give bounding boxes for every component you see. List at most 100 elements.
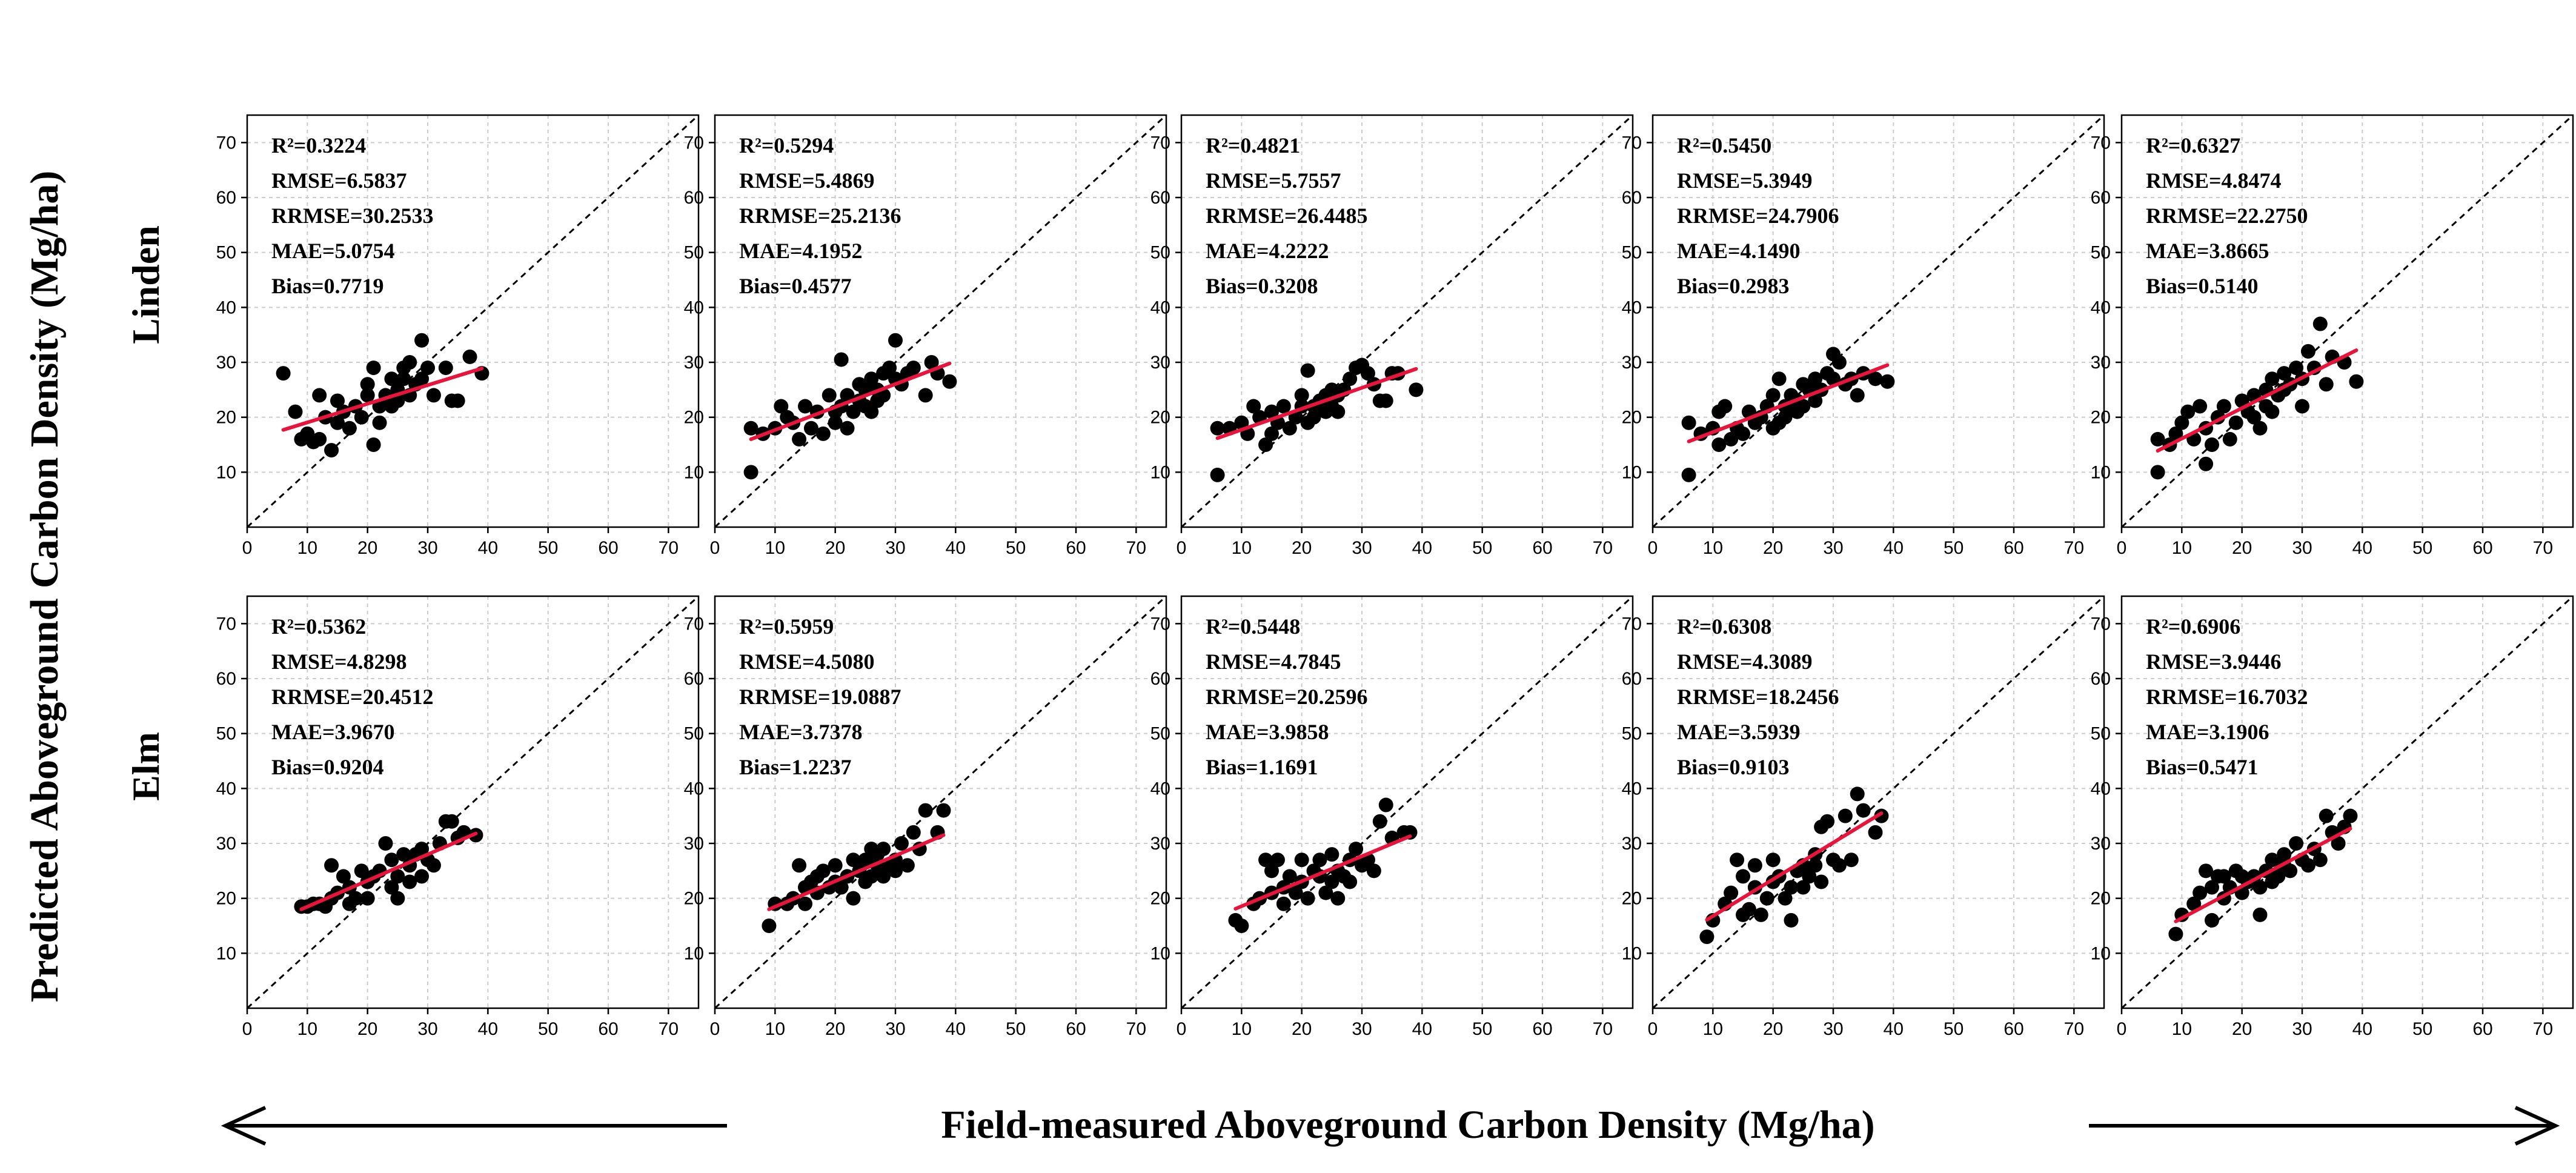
- one-to-one-line: [2120, 595, 2574, 1009]
- y-tick-label: 70: [1150, 133, 1170, 153]
- data-point: [1868, 371, 1883, 387]
- regression-line: [749, 361, 952, 441]
- data-point: [743, 465, 759, 480]
- stat-annotation: MAE=3.5939: [1677, 720, 1801, 744]
- data-point: [774, 399, 789, 414]
- stat-annotation: RRMSE=19.0887: [739, 685, 901, 709]
- data-point: [864, 404, 879, 419]
- data-point: [1880, 374, 1895, 389]
- data-point: [2246, 410, 2262, 425]
- x-tick-label: 60: [2003, 1019, 2023, 1039]
- data-point: [1378, 393, 1393, 408]
- y-tick-label: 70: [216, 614, 236, 634]
- stat-annotation: R²=0.5450: [1677, 133, 1771, 158]
- data-point: [1264, 863, 1279, 879]
- stat-annotation: R²=0.5362: [271, 614, 366, 639]
- y-axis-label: Predicted Aboveground Carbon Density (Mg…: [22, 171, 67, 1003]
- stat-annotation: RMSE=3.9446: [2146, 650, 2282, 674]
- data-point: [936, 803, 951, 818]
- data-point: [1366, 863, 1381, 879]
- x-tick-label: 30: [885, 538, 905, 558]
- data-point: [1288, 885, 1303, 900]
- data-point: [1681, 415, 1696, 430]
- y-tick-label: 60: [216, 188, 236, 208]
- data-point: [1282, 420, 1297, 436]
- x-tick-label: 70: [1126, 1019, 1146, 1039]
- data-point: [1264, 404, 1279, 419]
- data-point: [840, 388, 855, 403]
- plot-frame: [714, 114, 1167, 528]
- regression-line: [2156, 348, 2359, 453]
- data-point: [1258, 437, 1273, 452]
- y-tick-label: 30: [2091, 353, 2111, 373]
- y-tick-label: 70: [1622, 133, 1642, 153]
- data-point: [1270, 852, 1285, 868]
- plot-frame: [1651, 595, 2105, 1009]
- x-tick-label: 40: [2352, 538, 2372, 558]
- data-point: [906, 825, 921, 840]
- data-point: [1837, 808, 1853, 823]
- x-tick-label: 40: [1884, 1019, 1904, 1039]
- y-tick-label: 40: [684, 779, 704, 799]
- x-tick-label: 30: [1823, 1019, 1843, 1039]
- data-point: [798, 399, 812, 414]
- data-point: [276, 366, 291, 381]
- scatter-panel-3: 0 10 10 20 20 30 30 40 40 50 50 60 60 70 70 R²=0.4821 RM…: [1150, 114, 1634, 558]
- x-tick-label: 0: [242, 538, 253, 558]
- data-point: [414, 869, 430, 884]
- y-tick-label: 60: [1150, 669, 1170, 689]
- x-tick-label: 0: [1177, 1019, 1187, 1039]
- data-point: [1378, 797, 1393, 812]
- stat-annotation: Bias=0.4577: [739, 274, 852, 298]
- x-tick-label: 0: [710, 1019, 720, 1039]
- x-tick-label: 10: [1232, 538, 1252, 558]
- data-point: [2199, 863, 2214, 879]
- stat-annotation: RRMSE=22.2750: [2146, 204, 2308, 228]
- data-point: [792, 431, 807, 447]
- x-tick-label: 40: [1884, 538, 1904, 558]
- one-to-one-line: [714, 114, 1167, 528]
- data-point: [1868, 825, 1883, 840]
- data-point: [1796, 399, 1811, 414]
- data-point: [1210, 420, 1225, 436]
- stat-annotation: Bias=0.7719: [271, 274, 384, 298]
- data-point: [2277, 847, 2292, 862]
- data-point: [426, 388, 441, 403]
- one-to-one-line: [714, 595, 1167, 1009]
- x-tick-label: 40: [1412, 538, 1432, 558]
- stat-annotation: R²=0.6308: [1677, 614, 1771, 639]
- data-point: [2349, 374, 2364, 389]
- data-point: [1312, 852, 1327, 868]
- data-point: [2295, 399, 2309, 414]
- data-point: [444, 814, 459, 829]
- x-tick-label: 30: [417, 538, 437, 558]
- stat-annotation: MAE=4.1490: [1677, 239, 1801, 263]
- data-point: [426, 858, 441, 873]
- scatter-panel-7: 0 10 10 20 20 30 30 40 40 50 50 60 60 70 70 R²=0.5959 RM…: [684, 595, 1167, 1039]
- x-tick-label: 30: [2292, 538, 2312, 558]
- data-point: [1234, 415, 1249, 430]
- x-tick-label: 20: [1763, 538, 1783, 558]
- y-tick-label: 40: [1622, 297, 1642, 317]
- y-tick-label: 10: [1622, 943, 1642, 963]
- data-point: [1349, 842, 1364, 857]
- data-point: [1802, 869, 1817, 884]
- one-to-one-line: [2120, 114, 2574, 528]
- data-point: [924, 355, 939, 370]
- x-tick-label: 30: [885, 1019, 905, 1039]
- data-point: [864, 869, 879, 884]
- stat-annotation: RRMSE=20.2596: [1206, 685, 1368, 709]
- plot-frame: [1180, 114, 1634, 528]
- data-point: [2228, 415, 2243, 430]
- data-point: [864, 371, 879, 387]
- row-label-elm: Elm: [124, 732, 167, 801]
- x-tick-label: 40: [2352, 1019, 2372, 1039]
- data-point: [1300, 891, 1315, 906]
- data-point: [402, 355, 417, 370]
- x-tick-label: 40: [478, 1019, 498, 1039]
- data-point: [1318, 885, 1333, 900]
- stat-annotation: Bias=0.9204: [271, 755, 384, 779]
- stat-annotation: R²=0.4821: [1206, 133, 1300, 158]
- stat-annotation: R²=0.3224: [271, 133, 366, 158]
- stat-annotation: RMSE=5.7557: [1206, 168, 1341, 193]
